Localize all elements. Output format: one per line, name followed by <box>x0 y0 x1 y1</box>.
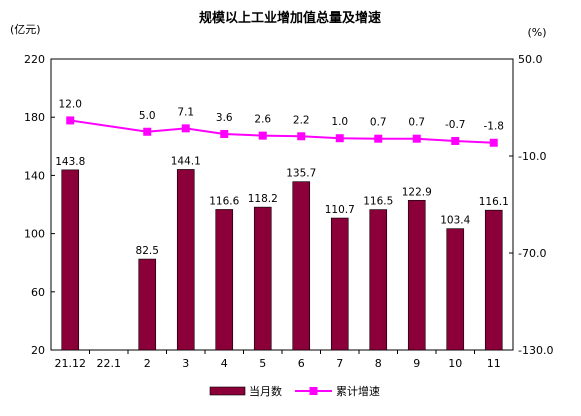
bar <box>369 209 388 351</box>
bar-data-label: 103.4 <box>440 215 470 227</box>
x-tick-label: 4 <box>221 357 228 370</box>
x-tick-label: 9 <box>413 357 420 370</box>
x-tick-label: 2 <box>144 357 151 370</box>
y-left-tick-label: 180 <box>24 111 45 124</box>
line-point <box>374 134 383 143</box>
bar-data-label: 116.6 <box>209 195 239 207</box>
y-axis-left-label: (亿元) <box>10 23 41 36</box>
bar-data-label: 110.7 <box>325 204 355 216</box>
line-data-label: 0.7 <box>370 117 387 129</box>
bar <box>61 169 80 351</box>
bar-data-label: 118.2 <box>248 193 278 205</box>
x-tick-label: 5 <box>259 357 266 370</box>
x-tick-label: 21.12 <box>55 357 87 370</box>
line-point <box>451 136 460 145</box>
bar-data-label: 116.5 <box>363 196 393 208</box>
line-data-label: -0.7 <box>445 119 466 131</box>
bar-data-label: 143.8 <box>55 156 85 168</box>
line-point <box>412 134 421 143</box>
line-series <box>66 116 498 147</box>
line-data-label: 2.6 <box>254 114 271 126</box>
x-tick-label: 10 <box>448 357 462 370</box>
y-left-tick-label: 20 <box>31 344 45 357</box>
line-point <box>220 130 229 139</box>
plot-frame <box>50 58 514 351</box>
line-data-label: 2.2 <box>293 114 310 126</box>
legend-bar-swatch <box>209 386 246 396</box>
x-tick-label: 7 <box>336 357 343 370</box>
y-right-tick-label: -10.0 <box>518 150 546 163</box>
y-left-tick-label: 220 <box>24 53 45 66</box>
x-axis-ticks: 21.12 22.1 2 3 4 5 6 7 8 9 10 11 <box>55 357 501 370</box>
line-data-label: 12.0 <box>59 98 82 110</box>
line-point <box>297 132 306 141</box>
bar-data-label: 122.9 <box>402 186 432 198</box>
legend-line-label: 累计增速 <box>336 384 380 398</box>
line-data-label: -1.8 <box>484 121 505 133</box>
bar <box>407 199 426 351</box>
line-data-label: 0.7 <box>408 117 425 129</box>
legend-line-marker <box>309 387 318 395</box>
line-point <box>66 116 75 125</box>
x-tick-label: 3 <box>182 357 189 370</box>
bar <box>292 181 311 351</box>
line-data-label: 3.6 <box>216 112 233 124</box>
line-data-label: 5.0 <box>139 110 156 122</box>
line-point <box>335 134 344 143</box>
line-data-label: 7.1 <box>177 106 194 118</box>
line-point <box>258 131 267 140</box>
line-point <box>181 124 190 133</box>
legend-bar-label: 当月数 <box>249 384 282 398</box>
x-tick-label: 6 <box>298 357 305 370</box>
bar-data-label: 144.1 <box>171 155 201 167</box>
bar <box>330 217 349 351</box>
legend: 当月数 累计增速 <box>209 384 380 398</box>
y-left-tick-label: 100 <box>24 228 45 241</box>
bar <box>176 169 195 351</box>
y-axis-right-label: (%) <box>527 26 546 39</box>
line-point <box>489 138 498 147</box>
x-tick-label: 22.1 <box>97 357 122 370</box>
chart-title: 规模以上工业增加值总量及增速 <box>199 10 381 26</box>
data-labels: 143.8 82.5 144.1 116.6 118.2 135.7 110.7 116.5 1… <box>55 98 509 257</box>
bar <box>446 228 465 351</box>
y-left-tick-label: 60 <box>31 286 45 299</box>
x-tick-label: 8 <box>375 357 382 370</box>
x-tick-label: 11 <box>487 357 501 370</box>
y-right-tick-label: -130.0 <box>518 344 553 357</box>
y-right-tick-label: 50.0 <box>518 53 543 66</box>
bar-series <box>61 169 503 351</box>
growth-line <box>70 119 494 144</box>
axes: 20 60 100 140 180 220 50.0 -10.0 -70.0 -130.0 <box>24 53 553 357</box>
line-data-label: 1.0 <box>331 116 348 128</box>
y-left-tick-label: 140 <box>24 169 45 182</box>
bar <box>215 209 234 351</box>
bar-data-label: 135.7 <box>286 168 316 180</box>
bar-data-label: 116.1 <box>479 196 509 208</box>
line-point <box>143 127 152 136</box>
bar <box>253 206 272 351</box>
bar <box>138 258 157 351</box>
y-right-tick-label: -70.0 <box>518 247 546 260</box>
bar <box>484 209 503 351</box>
bar-data-label: 82.5 <box>136 245 159 257</box>
